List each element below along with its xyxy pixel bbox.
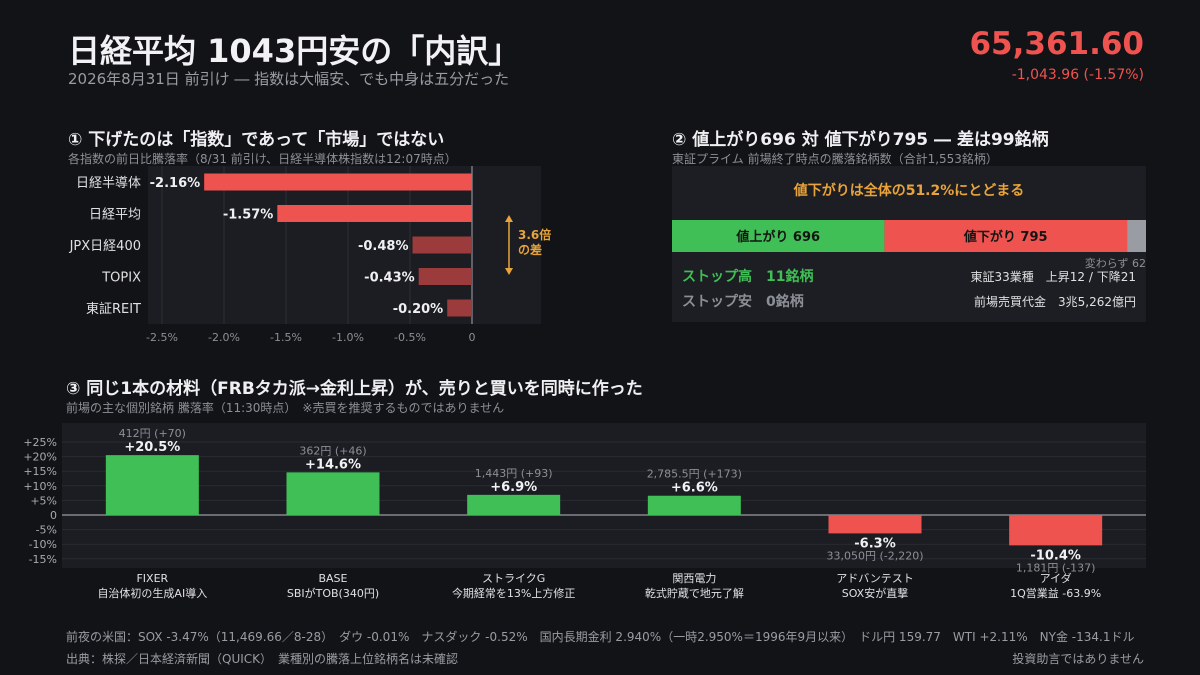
stop-low-count: ストップ安 0銘柄 <box>682 294 804 310</box>
y-tick-label: +15% <box>23 465 57 478</box>
stock-reason: 1Q営業益 -63.9% <box>1010 586 1101 600</box>
advancers-segment <box>672 220 885 252</box>
stock-price-label: 362円 (+46) <box>299 444 366 457</box>
index-name: 日経平均 <box>89 208 141 223</box>
index-bar <box>447 299 472 317</box>
page-subtitle: 2026年8月31日 前引け ― 指数は大幅安、でも中身は五分だった <box>68 70 510 88</box>
ratio-arrow-head-down <box>505 268 513 275</box>
unchanged-label: 変わらず 62 <box>1084 257 1146 270</box>
index-name: TOPIX <box>101 271 141 286</box>
index-bar <box>412 236 472 254</box>
stock-bar <box>467 494 561 515</box>
y-tick-label: -5% <box>36 524 57 537</box>
stop-high-count: ストップ高 11銘柄 <box>682 269 814 285</box>
x-tick-label: -2.5% <box>146 331 178 344</box>
y-tick-label: +5% <box>30 494 57 507</box>
index-bar <box>277 205 472 222</box>
y-tick-label: +20% <box>23 451 57 464</box>
section1-subtitle: 各指数の前日比騰落率（8/31 前引け、日経半導体株指数は12:07時点） <box>68 152 457 166</box>
index-change: -1,043.96 (-1.57%) <box>1011 67 1144 83</box>
index-change-chart: -2.5% -2.0% -1.5% -1.0% -0.5% 0 日経半導体 -2.16% 日経平… <box>69 166 541 344</box>
x-tick-label: -2.0% <box>208 331 240 344</box>
index-name: 日経半導体 <box>76 176 141 191</box>
decliners-segment <box>884 220 1128 252</box>
breadth-bar: 値上がり 696 値下がり 795 <box>672 220 1146 252</box>
section3-subtitle: 前場の主な個別銘柄 騰落率（11:30時点） ※売買を推奨するものではありません <box>66 401 505 415</box>
stock-price-label: 412円 (+70) <box>119 427 186 440</box>
ratio-annotation-line2: の差 <box>518 243 543 257</box>
decliners-segment-label: 値下がり 795 <box>963 229 1048 245</box>
stock-bar <box>105 455 199 515</box>
y-tick-label: 0 <box>50 509 57 522</box>
stock-value-label: +6.9% <box>490 480 537 495</box>
y-tick-label: +25% <box>23 436 57 449</box>
stock-value-label: +6.6% <box>671 481 718 496</box>
y-tick-label: -15% <box>29 553 57 566</box>
stock-reason: 乾式貯蔵で地元了解 <box>645 586 744 600</box>
stock-reason: SBIがTOB(340円) <box>287 586 379 600</box>
index-bar <box>204 173 472 191</box>
x-tick-label: -1.5% <box>270 331 302 344</box>
stock-reason: 自治体初の生成AI導入 <box>97 586 207 600</box>
disclaimer: 投資助言ではありません <box>1012 652 1144 666</box>
stock-value-label: -10.4% <box>1030 548 1081 563</box>
ratio-annotation-line1: 3.6倍 <box>518 228 552 242</box>
stock-name: 関西電力 <box>672 572 716 585</box>
stock-price-label: 2,785.5円 (+173) <box>647 468 742 481</box>
stock-name: BASE <box>318 572 347 585</box>
stock-bar <box>647 495 741 515</box>
index-price: 65,361.60 <box>969 26 1144 62</box>
stock-bar <box>1009 515 1103 546</box>
index-name: 東証REIT <box>86 301 141 317</box>
stock-value-label: +14.6% <box>305 457 361 472</box>
sector-count: 東証33業種 上昇12 / 下降21 <box>970 270 1136 284</box>
section1-title: ① 下げたのは「指数」であって「市場」ではない <box>68 130 445 150</box>
plot-background <box>62 423 1146 568</box>
ratio-arrow-head-up <box>505 215 513 222</box>
index-name: JPX日経400 <box>69 239 141 254</box>
x-tick-label: 0 <box>469 331 476 344</box>
index-value-label: -2.16% <box>150 176 201 191</box>
stock-name: アイダ <box>1040 571 1072 585</box>
us-market-summary: 前夜の米国：SOX -3.47%（11,469.66／8-28） ダウ -0.0… <box>66 630 1135 644</box>
section3-title: ③ 同じ1本の材料（FRBタカ派→金利上昇）が、売りと買いを同時に作った <box>66 379 643 399</box>
stock-reason: 今期経常を13%上方修正 <box>452 586 575 600</box>
index-bar <box>418 268 472 285</box>
source-note: 出典：株探／日本経済新聞（QUICK） 業種別の騰落上位銘柄名は未確認 <box>66 652 459 666</box>
page-title: 日経平均 1043円安の「内訳」 <box>68 32 521 70</box>
index-value-label: -0.20% <box>393 302 444 317</box>
breadth-panel: 値下がりは全体の51.2%にとどまる 値上がり 696 値下がり 795 変わらず… <box>672 166 1146 322</box>
stock-bar <box>286 472 380 515</box>
y-tick-label: -10% <box>29 538 57 551</box>
index-value-label: -1.57% <box>223 208 274 223</box>
stock-name: ストライクG <box>482 572 545 585</box>
stock-name: FIXER <box>136 572 168 585</box>
stock-value-label: +20.5% <box>124 440 180 455</box>
index-value-label: -0.48% <box>358 239 409 254</box>
unchanged-segment <box>1127 220 1146 252</box>
stock-value-label: -6.3% <box>854 536 895 551</box>
y-tick-label: +10% <box>23 480 57 493</box>
stock-name: アドバンテスト <box>836 572 914 585</box>
plot-background <box>148 166 541 324</box>
x-tick-label: -0.5% <box>394 331 426 344</box>
x-tick-label: -1.0% <box>332 331 364 344</box>
stock-price-label: 1,181円 (-137) <box>1016 561 1096 574</box>
stock-change-chart: -15% -10%-5% 0 +5%+10% +15%+20% +25% 412円 (+70… <box>23 423 1146 600</box>
advancers-segment-label: 値上がり 696 <box>735 229 820 245</box>
stock-price-label: 33,050円 (-2,220) <box>826 549 923 562</box>
stock-reason: SOX安が直撃 <box>842 586 908 600</box>
stock-price-label: 1,443円 (+93) <box>475 467 553 480</box>
index-value-label: -0.43% <box>364 271 415 286</box>
stock-bar <box>828 515 922 534</box>
section2-title: ② 値上がり696 対 値下がり795 ― 差は99銘柄 <box>672 130 1049 150</box>
turnover: 前場売買代金 3兆5,262億円 <box>974 295 1136 309</box>
breadth-headline: 値下がりは全体の51.2%にとどまる <box>793 183 1025 199</box>
ratio-annotation: 3.6倍 の差 <box>518 228 551 258</box>
section2-subtitle: 東証プライム 前場終了時点の騰落銘柄数（合計1,553銘柄） <box>672 152 998 166</box>
